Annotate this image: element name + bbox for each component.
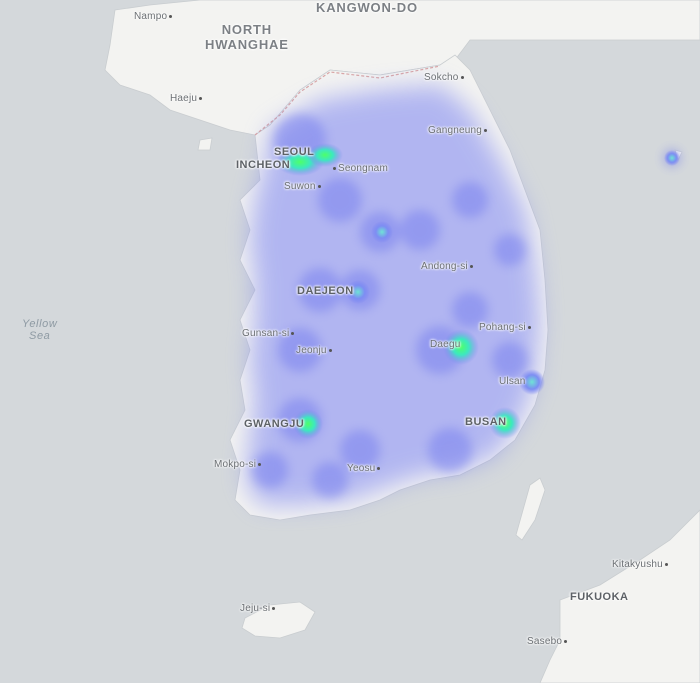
city-label-gwangju: GWANGJU [244, 418, 305, 430]
japan-kyushu [539, 509, 700, 683]
city-label-jeju: Jeju-si [240, 604, 276, 614]
hotspot-seoul-east [307, 143, 343, 167]
region-label-north-hwanghae: NORTH HWANGHAE [205, 22, 289, 52]
hotspot-gwangju [293, 409, 323, 439]
city-label-fukuoka: FUKUOKA [570, 591, 629, 603]
heatmap-clusters [252, 114, 681, 498]
city-label-mokpo: Mokpo-si [214, 460, 262, 470]
city-label-seongnam: Seongnam [333, 164, 388, 174]
region-label-kangwon-do: KANGWON-DO [316, 0, 418, 15]
hotspot-daegu [443, 329, 479, 365]
city-label-daejeon: DAEJEON [297, 285, 354, 297]
city-label-andong: Andong-si [421, 262, 473, 272]
hotspot-busan [489, 407, 521, 439]
city-label-suwon: Suwon [284, 182, 321, 192]
city-label-pohang: Pohang-si [479, 323, 531, 333]
city-label-jeonju: Jeonju [296, 346, 332, 356]
city-label-sasebo: Sasebo [527, 637, 568, 647]
city-label-incheon: INCHEON [236, 159, 291, 171]
dmz-line [254, 65, 441, 136]
city-label-nampo: Nampo [134, 12, 173, 22]
city-label-ulsan: Ulsan [499, 376, 526, 387]
city-label-busan: BUSAN [465, 416, 507, 428]
hotspot-east-island [664, 150, 680, 166]
jeju-island [241, 601, 316, 639]
city-label-seoul: SEOUL [274, 146, 315, 158]
hotspot-ulsan [519, 369, 545, 395]
city-label-gangneung: Gangneung [428, 126, 488, 136]
city-label-daegu: Daegu [430, 339, 461, 350]
city-label-yeosu: Yeosu [347, 464, 381, 474]
tsushima-island [515, 477, 546, 541]
city-label-sokcho: Sokcho [424, 73, 464, 83]
city-label-haeju: Haeju [170, 94, 203, 104]
hotspot-daejeon [346, 280, 370, 304]
hotspot-cheongju [371, 221, 393, 243]
water-label-yellow-sea: Yellow Sea [22, 318, 58, 342]
heatmap-hotspots [276, 143, 680, 439]
city-label-gunsan: Gunsan-si [242, 329, 295, 339]
city-label-kitakyushu: Kitakyushu [612, 560, 668, 570]
